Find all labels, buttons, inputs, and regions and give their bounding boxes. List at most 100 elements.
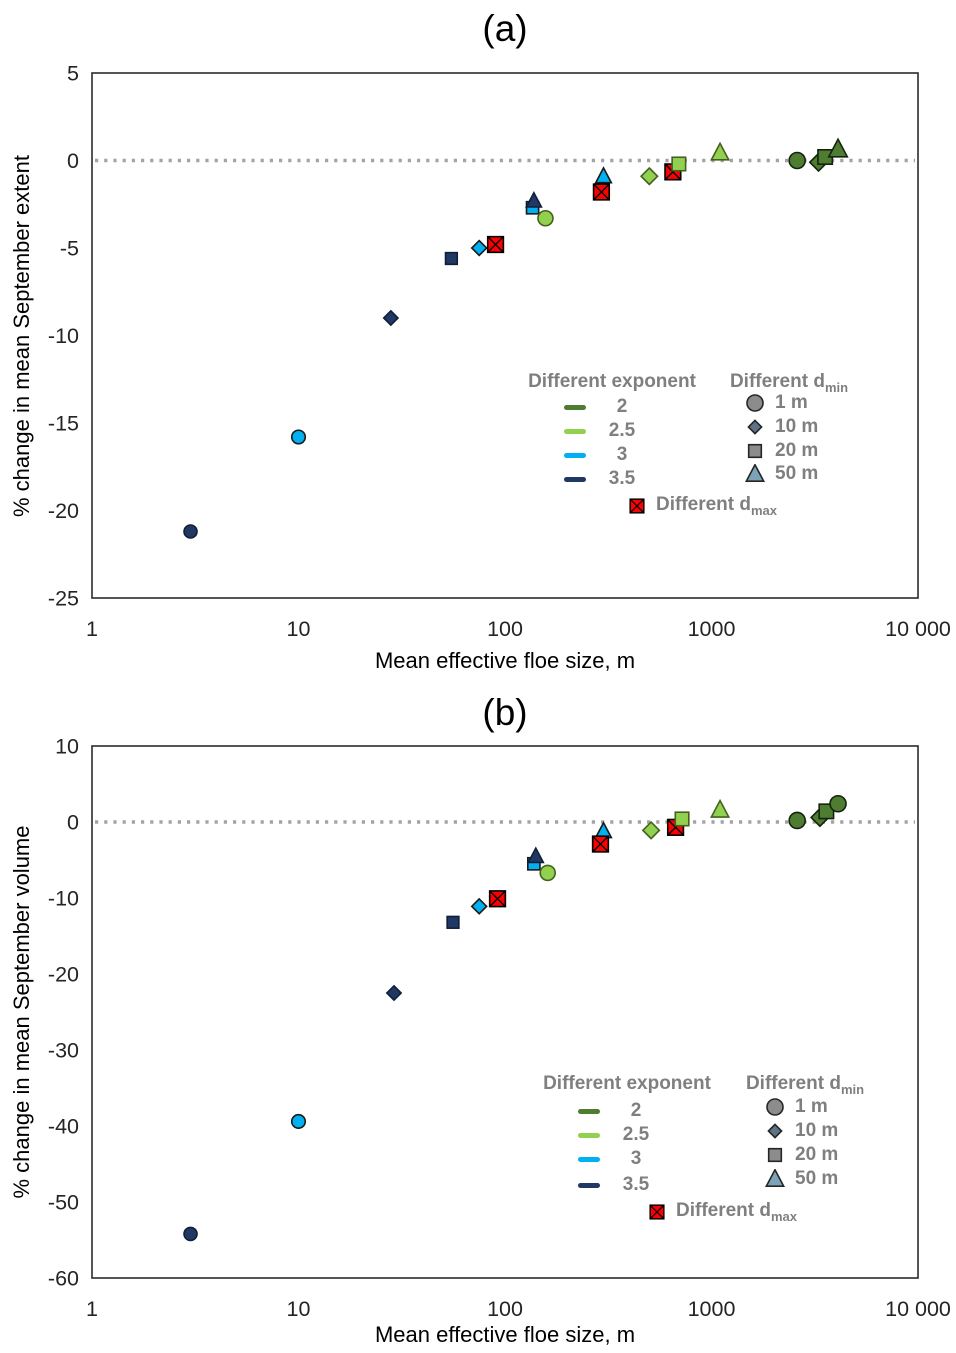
data-point-marker: [827, 137, 849, 158]
legend-dmin-item: 10 m: [745, 416, 818, 438]
dmin-title-sub: min: [824, 379, 849, 395]
exponent-swatch-icon: [564, 476, 586, 482]
data-point-marker: [671, 156, 687, 172]
exponent-swatch-icon: [564, 404, 586, 410]
legend-dmin-item: 1 m: [765, 1096, 828, 1118]
dmin-item-label: 20 m: [775, 440, 819, 461]
chart-title-b: (b): [482, 692, 528, 733]
data-point-marker: [385, 984, 403, 1002]
x-axis-title-a: Mean effective floe size, m: [374, 648, 636, 673]
square-glyph: [747, 443, 763, 459]
y-tick-label: -15: [48, 412, 79, 436]
plot-svg-a: 5 0 -5 -10 -15 -20 -25 1 10 100 1000 10 000: [48, 62, 951, 642]
data-point-marker: [594, 166, 613, 184]
exponent-item-label: 2.5: [622, 1124, 650, 1145]
legend-exponent-item: 3: [564, 444, 642, 466]
data-point-marker: [594, 821, 613, 839]
legend-exponent-title: Different exponent: [528, 371, 696, 392]
y-tick-label: -10: [48, 324, 79, 348]
legend-dmin-item: 20 m: [765, 1144, 838, 1166]
legend-dmax-label: Different dmax: [676, 1200, 797, 1224]
dmax-title-text: Different d: [656, 494, 751, 515]
y-tick-label: -25: [48, 587, 79, 611]
dmin-marker-diamond-icon: [767, 1123, 783, 1139]
exponent-swatch-icon: [564, 428, 586, 434]
legend-dmax-row: Different dmax: [648, 1200, 797, 1224]
diamond-glyph: [747, 419, 763, 435]
dmin-marker-triangle-icon: [765, 1169, 785, 1187]
data-point-marker: [537, 209, 554, 227]
dmin-title-text: Different d: [729, 371, 825, 392]
data-point-marker: [539, 864, 557, 882]
legend-dmin-item: 10 m: [765, 1120, 838, 1142]
legend-exponent-item: 3: [578, 1148, 656, 1170]
plot-svg-b: 100-10-20-30-40-50-601 10 100 1000 10 000: [48, 735, 951, 1322]
legend-dmin-item: 20 m: [745, 440, 818, 462]
y-tick-label: -10: [48, 887, 79, 911]
diamond-glyph: [767, 1123, 783, 1139]
legend-dmin-item: 50 m: [765, 1168, 838, 1190]
exponent-swatch-icon: [578, 1182, 600, 1188]
data-point-marker: [470, 897, 488, 915]
data-point-marker: [470, 239, 488, 257]
legend-dmin-title: Different dmin: [700, 371, 878, 395]
exponent-item-label: 2: [616, 396, 628, 417]
y-tick-label: 5: [67, 62, 79, 86]
marker-x-line: [649, 1204, 665, 1220]
dmin-item-label: 1 m: [775, 392, 808, 413]
y-tick-label: -5: [60, 237, 79, 261]
data-point-marker: [818, 803, 835, 820]
legend-dmax-label: Different dmax: [656, 494, 777, 518]
circle-glyph: [746, 394, 764, 412]
legend-dmin-item: 1 m: [745, 392, 808, 414]
y-tick-label: 0: [67, 149, 79, 173]
marker-x-line: [489, 890, 506, 908]
y-tick-label: 10: [55, 735, 79, 759]
data-point-marker: [183, 1226, 198, 1242]
plot-border: [91, 745, 919, 1279]
exponent-swatch-icon: [578, 1156, 600, 1162]
exponent-item-label: 2: [630, 1100, 642, 1121]
dmin-marker-square-icon: [747, 443, 763, 459]
y-tick-label: -50: [48, 1191, 79, 1215]
dmin-item-label: 10 m: [775, 416, 819, 437]
x-tick-label: 1000: [688, 1297, 736, 1321]
legend-exponent-item: 2.5: [564, 420, 642, 442]
data-point-marker: [446, 915, 460, 929]
dmax-marker-icon: [629, 498, 645, 514]
marker-x-line: [592, 835, 609, 853]
dmax-marker-icon: [649, 1204, 665, 1220]
marker-x-line: [487, 236, 504, 253]
dmin-marker-diamond-icon: [747, 419, 763, 435]
dmin-item-label: 20 m: [795, 1144, 839, 1165]
marker-x-line: [629, 498, 645, 514]
dmin-item-label: 10 m: [795, 1120, 839, 1141]
dmin-marker-square-icon: [767, 1147, 783, 1163]
dmin-item-label: 50 m: [775, 463, 819, 484]
exponent-swatch-icon: [578, 1108, 600, 1114]
data-point-marker: [710, 798, 731, 818]
dmin-title-sub: min: [840, 1081, 865, 1097]
legend-exponent-title: Different exponent: [543, 1073, 711, 1094]
x-tick-label: 10 000: [885, 617, 951, 641]
exponent-swatch-icon: [564, 452, 586, 458]
x-tick-label: 100: [487, 1297, 523, 1321]
data-point-marker: [641, 820, 661, 840]
legend-exponent-item: 2: [564, 396, 642, 418]
chart-title-a: (a): [482, 8, 528, 49]
y-tick-label: 0: [67, 811, 79, 835]
exponent-item-label: 3: [630, 1148, 642, 1169]
data-point-marker: [710, 141, 731, 161]
exponent-item-label: 2.5: [608, 420, 636, 441]
dmin-marker-triangle-icon: [745, 464, 765, 482]
dmin-title-text: Different d: [745, 1073, 841, 1094]
data-point-marker: [639, 166, 659, 186]
data-point-marker: [525, 190, 543, 208]
legend-dmin-item: 50 m: [745, 463, 818, 485]
data-point-marker: [829, 794, 847, 813]
plot-border: [91, 72, 919, 599]
y-tick-label: -30: [48, 1039, 79, 1063]
dmin-item-label: 50 m: [795, 1168, 839, 1189]
